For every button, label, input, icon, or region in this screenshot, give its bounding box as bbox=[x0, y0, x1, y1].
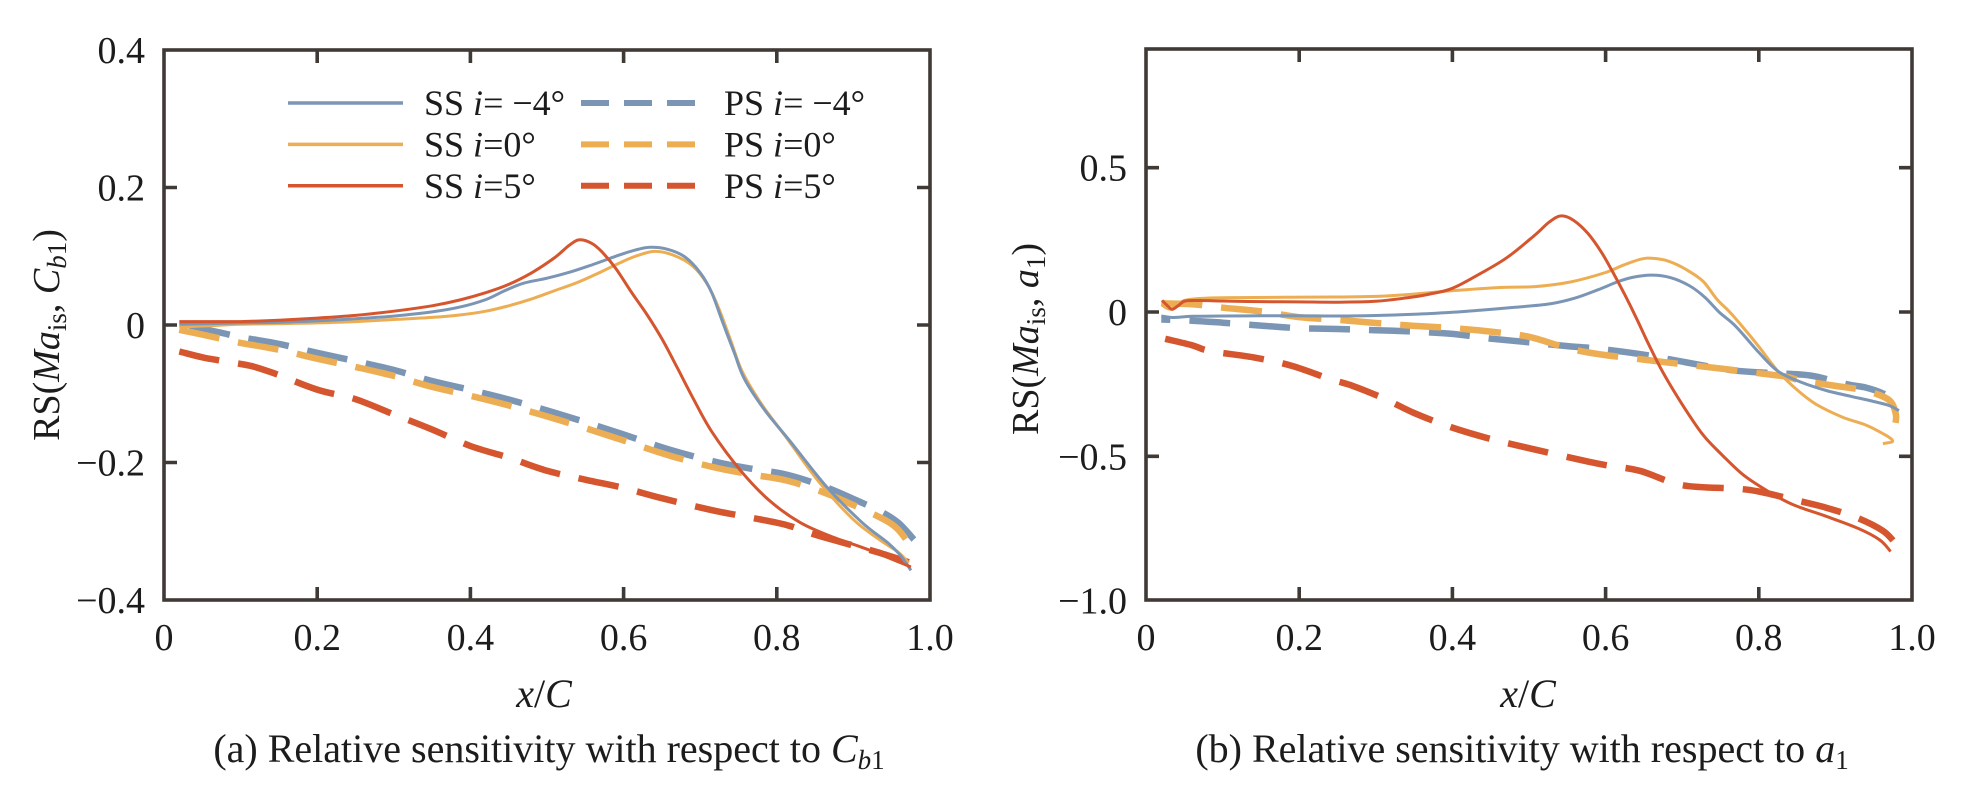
svg-text:0: 0 bbox=[1137, 617, 1156, 659]
svg-text:0.2: 0.2 bbox=[98, 168, 146, 210]
svg-text:SS i= −4°: SS i= −4° bbox=[424, 83, 565, 123]
svg-text:RS(Mais, Cb1): RS(Mais, Cb1) bbox=[26, 229, 72, 441]
svg-text:1.0: 1.0 bbox=[906, 617, 954, 659]
svg-text:x/C: x/C bbox=[1499, 671, 1557, 716]
svg-text:−0.2: −0.2 bbox=[76, 443, 145, 485]
svg-text:0.6: 0.6 bbox=[1582, 617, 1630, 659]
svg-text:1.0: 1.0 bbox=[1888, 617, 1936, 659]
svg-text:SS i=0°: SS i=0° bbox=[424, 124, 536, 164]
svg-text:PS i=5°: PS i=5° bbox=[724, 166, 836, 206]
svg-text:SS i=5°: SS i=5° bbox=[424, 166, 536, 206]
svg-text:0.2: 0.2 bbox=[293, 617, 341, 659]
svg-text:−0.5: −0.5 bbox=[1058, 436, 1127, 478]
svg-text:RS(Mais, a1): RS(Mais, a1) bbox=[1005, 243, 1051, 435]
svg-text:0.5: 0.5 bbox=[1080, 148, 1128, 190]
svg-text:0.4: 0.4 bbox=[1429, 617, 1477, 659]
svg-text:0: 0 bbox=[1108, 292, 1127, 334]
svg-text:x/C: x/C bbox=[515, 671, 573, 716]
svg-text:−0.4: −0.4 bbox=[76, 580, 145, 622]
svg-text:0.4: 0.4 bbox=[98, 30, 146, 72]
svg-text:0.8: 0.8 bbox=[753, 617, 801, 659]
svg-text:PS i=0°: PS i=0° bbox=[724, 124, 836, 164]
svg-text:0: 0 bbox=[126, 305, 145, 347]
svg-text:0: 0 bbox=[155, 617, 174, 659]
svg-text:PS i= −4°: PS i= −4° bbox=[724, 83, 865, 123]
svg-text:(b) Relative sensitivity with: (b) Relative sensitivity with respect to… bbox=[1195, 726, 1848, 775]
svg-text:0.8: 0.8 bbox=[1735, 617, 1783, 659]
svg-text:(a) Relative sensitivity with: (a) Relative sensitivity with respect to… bbox=[213, 726, 884, 775]
svg-text:0.2: 0.2 bbox=[1275, 617, 1323, 659]
svg-text:0.6: 0.6 bbox=[600, 617, 648, 659]
svg-text:−1.0: −1.0 bbox=[1058, 581, 1127, 623]
svg-text:0.4: 0.4 bbox=[447, 617, 495, 659]
